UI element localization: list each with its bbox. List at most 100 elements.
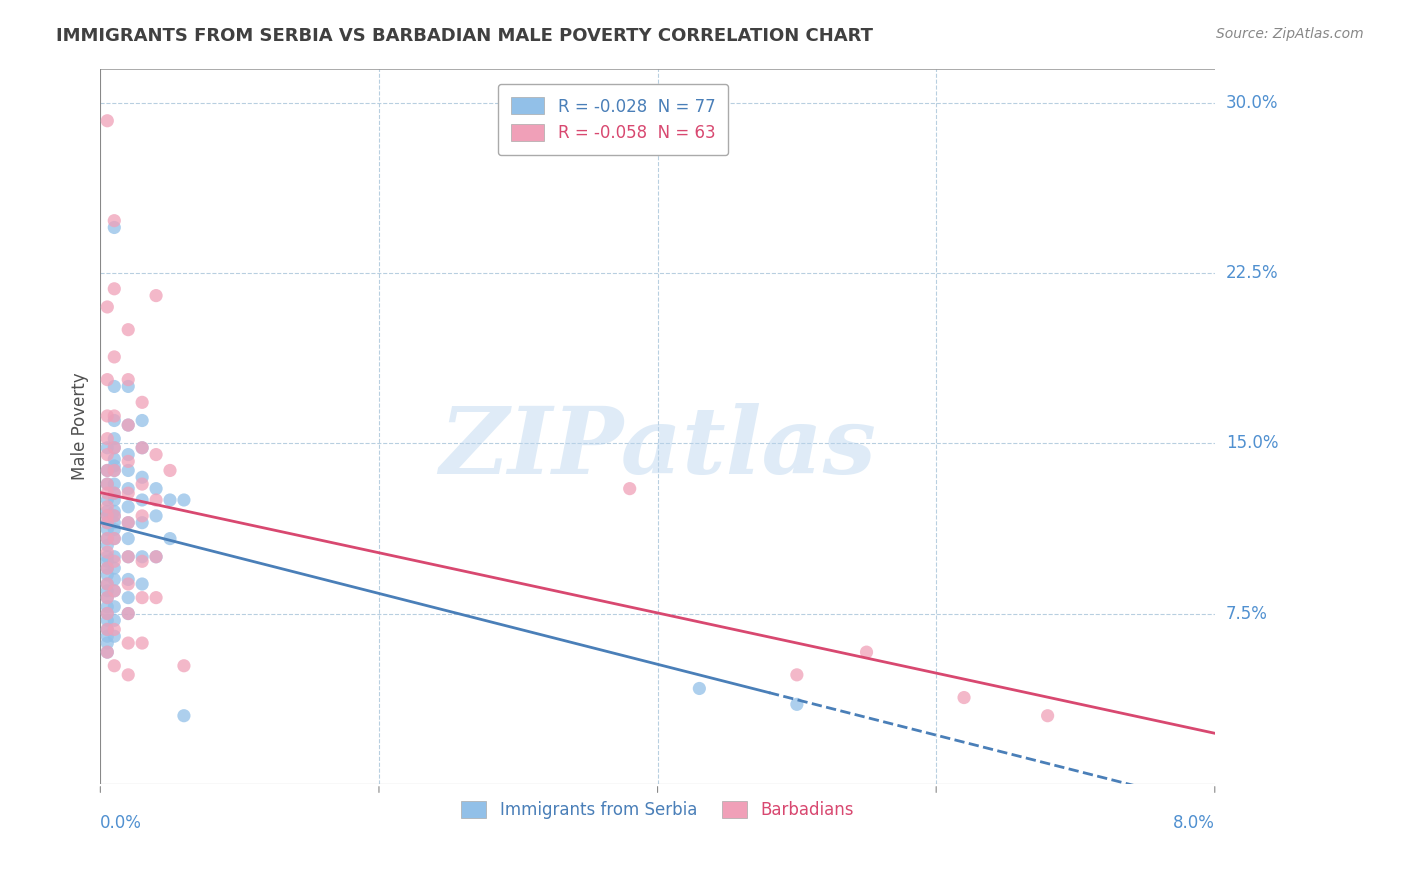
Point (145, 482, 167, 496)
Point (96, 554, 118, 568)
Point (103, 409, 125, 423)
Point (96, 645, 118, 659)
Point (103, 561, 125, 575)
Point (96, 549, 118, 564)
Point (96, 508, 118, 523)
Point (131, 591, 153, 605)
Point (117, 448, 139, 462)
Point (855, 645, 877, 659)
Text: ZIPatlas: ZIPatlas (439, 402, 876, 492)
Point (145, 448, 167, 462)
Point (117, 500, 139, 514)
Point (96, 577, 118, 591)
Point (117, 373, 139, 387)
Point (1036, 708, 1059, 723)
Text: 0.0%: 0.0% (100, 814, 142, 832)
Point (96, 448, 118, 462)
Point (117, 482, 139, 496)
Point (96, 561, 118, 575)
Point (117, 323, 139, 337)
Point (173, 658, 195, 673)
Point (117, 486, 139, 500)
Point (131, 493, 153, 508)
Point (96, 629, 118, 643)
Point (103, 583, 125, 598)
Point (131, 441, 153, 455)
Point (103, 523, 125, 537)
Point (145, 591, 167, 605)
Point (96, 113, 118, 128)
Point (131, 395, 153, 409)
Point (96, 577, 118, 591)
Point (103, 477, 125, 491)
Point (103, 623, 125, 637)
Point (96, 409, 118, 423)
Point (96, 523, 118, 537)
Point (96, 500, 118, 514)
Point (103, 493, 125, 508)
Point (96, 508, 118, 523)
Point (103, 508, 125, 523)
Text: 30.0%: 30.0% (1226, 94, 1278, 112)
Point (103, 458, 125, 473)
Point (96, 645, 118, 659)
Point (96, 583, 118, 598)
Point (145, 549, 167, 564)
Point (103, 599, 125, 614)
Point (103, 504, 125, 518)
Point (96, 477, 118, 491)
Point (103, 379, 125, 393)
Point (103, 413, 125, 427)
Point (103, 213, 125, 227)
Point (96, 623, 118, 637)
Point (103, 532, 125, 546)
Point (96, 477, 118, 491)
Point (103, 486, 125, 500)
Point (103, 441, 125, 455)
Point (117, 577, 139, 591)
Point (131, 470, 153, 484)
Text: IMMIGRANTS FROM SERBIA VS BARBADIAN MALE POVERTY CORRELATION CHART: IMMIGRANTS FROM SERBIA VS BARBADIAN MALE… (56, 27, 873, 45)
Point (159, 463, 181, 477)
Point (103, 220, 125, 235)
Point (96, 613, 118, 627)
Point (103, 629, 125, 643)
Point (131, 554, 153, 568)
Point (953, 690, 976, 705)
Point (131, 516, 153, 530)
Point (103, 463, 125, 477)
Text: 7.5%: 7.5% (1226, 605, 1268, 623)
Point (96, 432, 118, 446)
Point (117, 573, 139, 587)
Point (103, 658, 125, 673)
Point (96, 463, 118, 477)
Point (159, 532, 181, 546)
Point (103, 486, 125, 500)
Point (103, 573, 125, 587)
Y-axis label: Male Poverty: Male Poverty (72, 372, 89, 480)
Point (103, 432, 125, 446)
Point (96, 561, 118, 575)
Legend: Immigrants from Serbia, Barbadians: Immigrants from Serbia, Barbadians (454, 794, 860, 826)
Point (96, 545, 118, 559)
Point (117, 532, 139, 546)
Text: 15.0%: 15.0% (1226, 434, 1278, 452)
Point (131, 477, 153, 491)
Point (619, 482, 641, 496)
Point (96, 493, 118, 508)
Point (131, 577, 153, 591)
Point (96, 441, 118, 455)
Point (131, 413, 153, 427)
Point (96, 516, 118, 530)
Point (103, 554, 125, 568)
Point (103, 441, 125, 455)
Point (117, 636, 139, 650)
Point (117, 607, 139, 621)
Point (96, 538, 118, 552)
Point (786, 668, 808, 682)
Point (103, 532, 125, 546)
Point (117, 379, 139, 393)
Point (103, 282, 125, 296)
Point (103, 613, 125, 627)
Point (96, 463, 118, 477)
